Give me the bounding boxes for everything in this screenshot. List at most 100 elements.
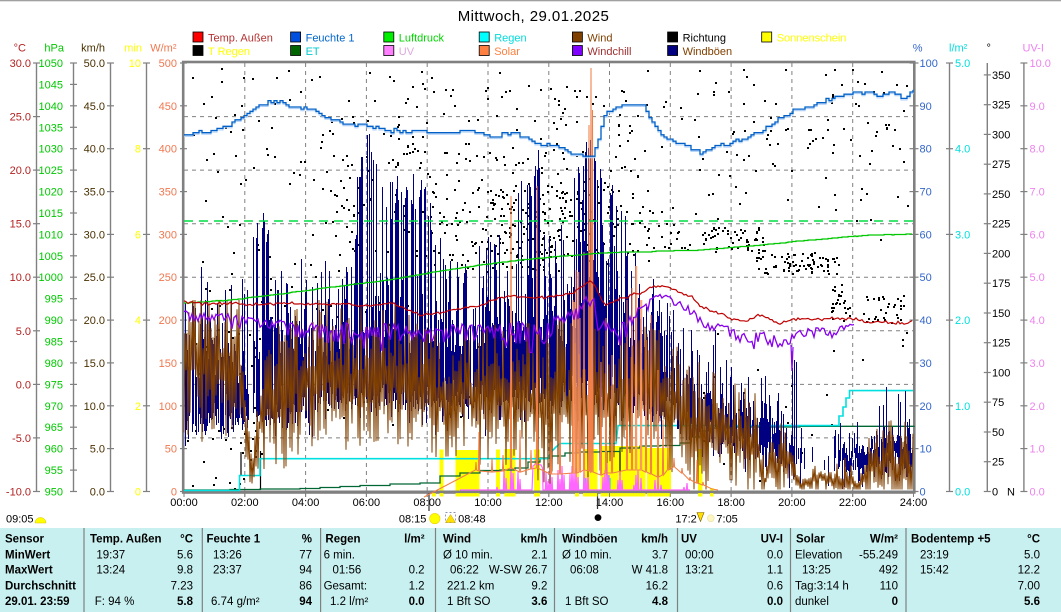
- svg-text:221.2 km: 221.2 km: [447, 580, 494, 592]
- svg-text:6: 6: [135, 229, 141, 241]
- svg-text:Ø 10 min.: Ø 10 min.: [562, 549, 612, 561]
- svg-text:08:15: 08:15: [399, 514, 427, 526]
- svg-text:3.0: 3.0: [1030, 358, 1045, 370]
- svg-text:2.0: 2.0: [1030, 401, 1045, 413]
- svg-text:30.0: 30.0: [10, 58, 31, 70]
- svg-text:Sensor: Sensor: [5, 534, 45, 546]
- svg-text:0.0: 0.0: [16, 379, 31, 391]
- svg-text:2.0: 2.0: [955, 315, 970, 327]
- svg-text:3.0: 3.0: [955, 229, 970, 241]
- svg-text:Tag:3:14 h: Tag:3:14 h: [795, 580, 849, 592]
- svg-text:15.0: 15.0: [10, 219, 31, 231]
- svg-text:06:08: 06:08: [570, 565, 599, 577]
- svg-text:23:19: 23:19: [920, 549, 949, 561]
- svg-text:12.2: 12.2: [1018, 565, 1040, 577]
- svg-text:125: 125: [992, 338, 1010, 350]
- svg-text:0.0: 0.0: [955, 487, 970, 499]
- svg-text:min: min: [124, 43, 142, 55]
- svg-text:9.8: 9.8: [177, 565, 193, 577]
- svg-text:300: 300: [159, 229, 177, 241]
- svg-text:km/h: km/h: [641, 534, 668, 546]
- svg-text:Feuchte 1: Feuchte 1: [306, 33, 355, 45]
- svg-text:MaxWert: MaxWert: [5, 565, 53, 577]
- svg-text:80: 80: [920, 144, 932, 156]
- svg-text:70: 70: [920, 187, 932, 199]
- svg-text:0: 0: [992, 487, 998, 499]
- svg-text:°C: °C: [180, 534, 193, 546]
- svg-text:150: 150: [992, 308, 1010, 320]
- svg-text:16.2: 16.2: [646, 580, 668, 592]
- svg-text:10.0: 10.0: [10, 272, 31, 284]
- svg-text:Luftdruck: Luftdruck: [399, 33, 445, 45]
- svg-text:1010: 1010: [39, 229, 63, 241]
- svg-text:UV-I: UV-I: [761, 534, 783, 546]
- svg-text:30.0: 30.0: [84, 229, 105, 241]
- svg-text:km/h: km/h: [521, 534, 548, 546]
- svg-text:350: 350: [159, 187, 177, 199]
- svg-text:06:00: 06:00: [353, 497, 381, 509]
- svg-text:Durchschnitt: Durchschnitt: [5, 580, 76, 592]
- svg-text:20.0: 20.0: [10, 165, 31, 177]
- svg-text:1030: 1030: [39, 144, 63, 156]
- svg-text:Mittwoch, 29.01.2025: Mittwoch, 29.01.2025: [458, 8, 610, 25]
- svg-text:Windböen: Windböen: [562, 534, 617, 546]
- svg-text:UV-I: UV-I: [1023, 43, 1044, 55]
- svg-text:4: 4: [135, 315, 141, 327]
- svg-text:1.2 l/m²: 1.2 l/m²: [330, 596, 369, 608]
- svg-text:15.0: 15.0: [84, 358, 105, 370]
- svg-text:492: 492: [879, 565, 898, 577]
- svg-text:110: 110: [880, 580, 898, 592]
- svg-text:100: 100: [992, 368, 1010, 380]
- svg-text:250: 250: [159, 272, 177, 284]
- svg-text:N: N: [1007, 487, 1015, 499]
- svg-text:%: %: [913, 43, 923, 55]
- svg-text:75: 75: [992, 397, 1004, 409]
- svg-text:1035: 1035: [39, 122, 63, 134]
- svg-text:13:21: 13:21: [685, 565, 714, 577]
- svg-text:1 Bft SO: 1 Bft SO: [447, 596, 491, 608]
- svg-text:Bodentemp +5: Bodentemp +5: [911, 534, 991, 546]
- svg-text:Temp. Außen: Temp. Außen: [90, 534, 162, 546]
- svg-text:01:56: 01:56: [333, 565, 362, 577]
- svg-text:970: 970: [45, 401, 63, 413]
- svg-text:5.0: 5.0: [1024, 549, 1040, 561]
- svg-text:Windchill: Windchill: [587, 46, 631, 58]
- svg-text:10:00: 10:00: [474, 497, 502, 509]
- svg-text:-5.0: -5.0: [12, 433, 31, 445]
- svg-text:°C: °C: [14, 43, 26, 55]
- svg-text:MinWert: MinWert: [5, 549, 50, 561]
- svg-text:08:00: 08:00: [413, 497, 441, 509]
- svg-text:9.2: 9.2: [531, 580, 547, 592]
- svg-text:Feuchte 1: Feuchte 1: [207, 534, 261, 546]
- svg-text:4.0: 4.0: [1030, 315, 1045, 327]
- svg-text:10.0: 10.0: [1030, 58, 1051, 70]
- svg-text:Ø 10 min.: Ø 10 min.: [443, 549, 493, 561]
- svg-text:150: 150: [159, 358, 177, 370]
- svg-text:16:00: 16:00: [657, 497, 685, 509]
- svg-text:175: 175: [992, 278, 1010, 290]
- svg-text:°C: °C: [1027, 534, 1040, 546]
- svg-text:30: 30: [920, 358, 932, 370]
- svg-text:25.0: 25.0: [10, 112, 31, 124]
- svg-text:3.7: 3.7: [652, 549, 668, 561]
- svg-text:13:26: 13:26: [213, 549, 242, 561]
- svg-text:09:05: 09:05: [6, 514, 34, 526]
- svg-text:km/h: km/h: [81, 43, 105, 55]
- svg-text:UV: UV: [681, 534, 697, 546]
- svg-text:W/m²: W/m²: [150, 43, 177, 55]
- svg-text:W/m²: W/m²: [870, 534, 898, 546]
- svg-text:50: 50: [920, 272, 932, 284]
- svg-text:50: 50: [165, 444, 177, 456]
- svg-text:350: 350: [992, 70, 1010, 82]
- svg-text:°: °: [987, 43, 991, 55]
- svg-text:1015: 1015: [39, 208, 63, 220]
- svg-text:77: 77: [299, 549, 312, 561]
- svg-text:4.8: 4.8: [652, 596, 669, 608]
- svg-text:00:00: 00:00: [170, 497, 198, 509]
- svg-text:1025: 1025: [39, 165, 63, 177]
- svg-text:UV: UV: [399, 46, 415, 58]
- svg-text:Sonnenschein: Sonnenschein: [777, 33, 847, 45]
- svg-text:1.2: 1.2: [409, 580, 425, 592]
- svg-text:F: 94 %: F: 94 %: [95, 596, 135, 608]
- svg-text:02:00: 02:00: [231, 497, 259, 509]
